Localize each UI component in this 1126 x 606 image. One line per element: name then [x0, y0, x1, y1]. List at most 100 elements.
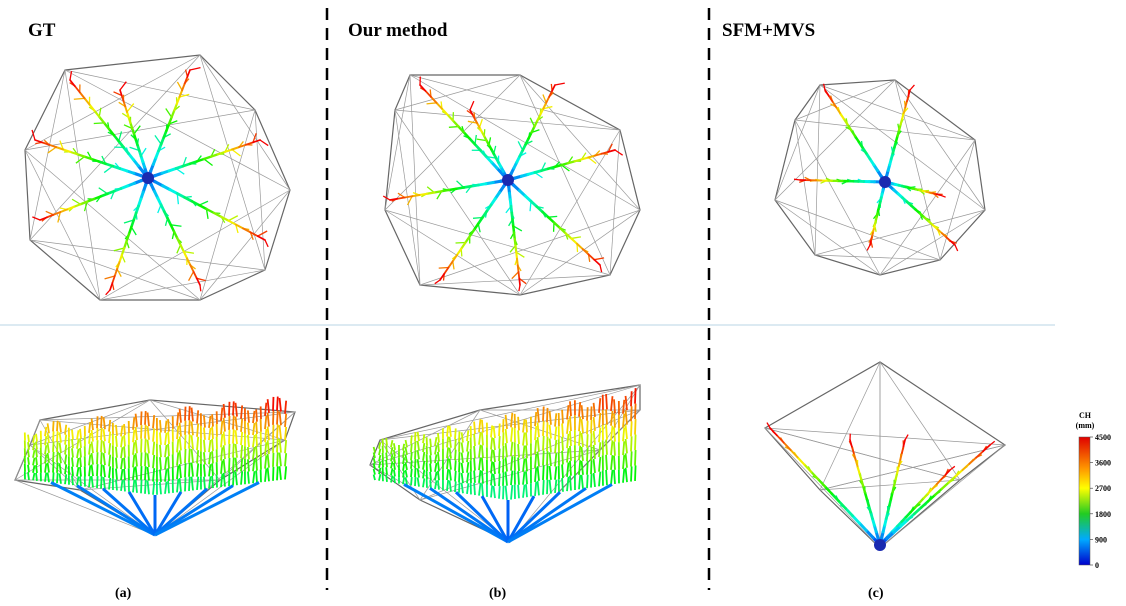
stem	[579, 446, 580, 461]
stem	[224, 459, 225, 473]
stem	[535, 412, 536, 426]
stem	[391, 461, 392, 468]
stem	[450, 448, 451, 459]
stem	[499, 486, 500, 499]
stem	[503, 459, 504, 472]
stem	[97, 416, 98, 428]
stem	[635, 419, 636, 434]
stem	[265, 469, 266, 482]
branch	[935, 489, 942, 495]
stem	[555, 427, 556, 440]
stem	[543, 436, 544, 451]
stem	[447, 469, 448, 480]
stem	[567, 405, 568, 419]
stem	[221, 408, 222, 421]
stem	[280, 466, 281, 480]
stem	[623, 469, 624, 483]
stem	[92, 453, 93, 464]
stem	[562, 437, 563, 451]
branch	[852, 447, 854, 454]
stem	[224, 418, 225, 432]
stem	[165, 421, 166, 433]
stem	[28, 450, 29, 458]
stem	[180, 409, 181, 423]
stem	[57, 462, 58, 472]
hull-edge	[795, 120, 880, 275]
stem	[550, 466, 551, 480]
stem	[148, 440, 149, 454]
stem	[587, 475, 588, 488]
branch	[99, 117, 104, 123]
branch	[67, 207, 74, 210]
twig	[177, 82, 182, 90]
stem	[197, 437, 198, 450]
stem	[467, 430, 468, 441]
stem	[614, 413, 615, 427]
stem	[168, 444, 169, 456]
stem	[36, 442, 37, 450]
hull-edge	[895, 80, 940, 260]
stem	[511, 471, 512, 485]
stem	[77, 458, 78, 467]
stem	[253, 459, 254, 471]
stem	[594, 459, 595, 473]
stem	[579, 475, 580, 490]
stem	[133, 467, 134, 480]
stem	[491, 485, 492, 497]
stem	[386, 438, 387, 445]
panel-caption: (a)	[115, 586, 132, 601]
stem	[430, 447, 431, 455]
stem	[204, 464, 205, 476]
stem	[148, 426, 149, 440]
twig	[555, 83, 565, 85]
stem	[241, 458, 242, 471]
stem	[511, 442, 512, 456]
stem	[614, 442, 615, 456]
stem	[503, 473, 504, 486]
stem	[253, 423, 254, 435]
stem	[233, 401, 234, 415]
stem	[241, 445, 242, 458]
stem	[499, 449, 500, 462]
stem	[467, 483, 468, 494]
stem	[241, 405, 242, 418]
stem	[77, 449, 78, 458]
branch	[199, 205, 206, 209]
stem	[109, 420, 110, 432]
branch	[35, 140, 42, 142]
stem	[526, 432, 527, 445]
branch	[850, 440, 852, 447]
stem	[611, 396, 612, 411]
stem	[543, 407, 544, 422]
stem	[233, 458, 234, 472]
stem	[503, 432, 504, 445]
stem	[97, 464, 98, 476]
branch	[177, 238, 180, 245]
stem	[185, 449, 186, 463]
stem	[233, 444, 234, 458]
stem	[394, 470, 395, 477]
branch	[60, 210, 67, 213]
stem	[526, 458, 527, 471]
stem	[587, 434, 588, 447]
stem	[599, 413, 600, 428]
hull-edge	[395, 75, 520, 110]
branch	[80, 92, 85, 98]
hull-edge	[880, 210, 985, 275]
twig	[32, 217, 40, 220]
stem	[555, 413, 556, 426]
stem	[285, 427, 286, 440]
stem	[101, 440, 102, 452]
stem	[136, 414, 137, 427]
stem	[547, 437, 548, 451]
stem	[268, 440, 269, 454]
branch	[846, 508, 853, 515]
stem	[506, 415, 507, 429]
stem	[570, 446, 571, 461]
twig	[600, 265, 602, 272]
stem	[491, 461, 492, 473]
twig	[228, 216, 237, 221]
stem	[611, 455, 612, 470]
twig	[955, 245, 958, 251]
stem	[101, 452, 102, 464]
